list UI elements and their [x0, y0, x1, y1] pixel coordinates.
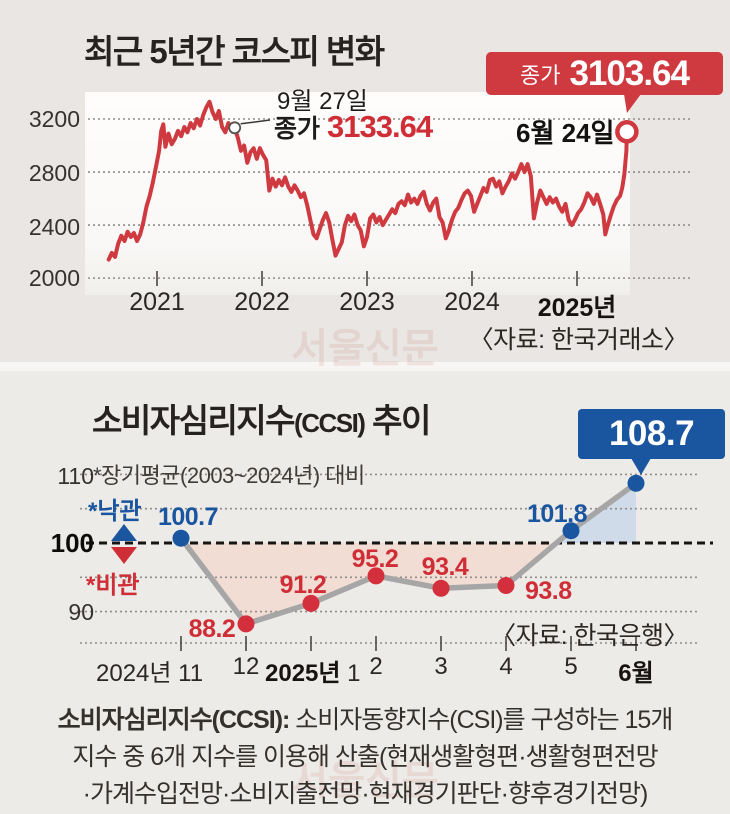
- ccsi-x-label-apr: 4: [499, 653, 513, 680]
- kospi-annotation-date: 9월 27일: [277, 88, 368, 115]
- kospi-annotation-close: 종가 3133.64: [274, 109, 433, 145]
- kospi-x-tick-2021: 2021: [129, 288, 185, 316]
- ccsi-source: 〈자료: 한국은행〉: [491, 622, 688, 650]
- ccsi-x-label-dec: 12: [232, 653, 260, 680]
- kospi-y-tick-2800: 2800: [28, 160, 80, 186]
- kospi-y-tick-2400: 2400: [28, 214, 80, 240]
- ccsi-title-paren: (CCSI): [294, 408, 366, 438]
- legend-optimistic-label: *낙관: [88, 498, 142, 525]
- ccsi-value-label-dec: 88.2: [188, 615, 236, 643]
- ccsi-x-label-jun: 6월: [618, 653, 653, 688]
- ccsi-subtitle: *장기평균(2003~2024년) 대비: [93, 463, 365, 488]
- ccsi-x-label-6wol: 6월: [618, 660, 654, 687]
- kospi-chart-title: 최근 5년간 코스피 변화: [84, 33, 385, 70]
- kospi-source: 〈자료: 한국거래소〉: [468, 326, 689, 354]
- kospi-annotation-connector: [240, 119, 271, 125]
- ccsi-value-label-feb: 95.2: [351, 545, 399, 573]
- ccsi-y-tick-90: 90: [68, 599, 94, 625]
- optimistic-up-triangle-icon: [111, 524, 137, 541]
- ccsi-value-label-mar: 93.4: [421, 553, 469, 581]
- footnote-line-1-rest: 소비자동향지수(CSI)를 구성하는 15개: [289, 706, 673, 734]
- ccsi-x-label-nov: 2024년 11: [96, 653, 203, 688]
- ccsi-x-label-mar: 3: [434, 653, 448, 680]
- footnote-line-1: 소비자심리지수(CCSI): 소비자동향지수(CSI)를 구성하는 15개: [0, 702, 730, 739]
- ccsi-badge-value: 108.7: [608, 414, 695, 453]
- ccsi-badge-tail: [631, 458, 651, 475]
- ccsi-x-label-year-2025: 2025년: [265, 660, 341, 687]
- kospi-annotation-marker: [228, 121, 242, 135]
- ccsi-line: [178, 480, 639, 627]
- ccsi-value-label-jan: 91.2: [279, 571, 327, 599]
- legend-pessimistic-label: *비관: [86, 572, 140, 599]
- ccsi-latest-badge: 108.7: [578, 409, 725, 475]
- kospi-close-badge: 종가 3103.64: [486, 52, 723, 113]
- kospi-annotation-label: 종가: [274, 115, 321, 143]
- section-divider: [0, 362, 730, 371]
- watermark: 서울신문: [291, 759, 439, 803]
- footnote-line-3: ·가계수입전망·소비지출전망·현재경기판단·향후경기전망): [82, 780, 649, 808]
- ccsi-value-label-may: 101.8: [526, 500, 588, 528]
- footnote-term: 소비자심리지수(CCSI):: [57, 706, 291, 734]
- ccsi-dot-2024-11: [172, 529, 190, 547]
- kospi-badge-tail: [624, 94, 641, 113]
- kospi-badge-date: 6월 24일: [516, 118, 615, 148]
- ccsi-x-label-may: 5: [564, 653, 578, 680]
- ccsi-dot-2024-12: [237, 615, 255, 633]
- ccsi-title-main: 소비자심리지수: [92, 402, 296, 439]
- ccsi-dot-2025-03: [432, 579, 450, 597]
- ccsi-title-tail: 추이: [364, 402, 431, 439]
- kospi-y-tick-2000: 2000: [28, 265, 80, 291]
- ccsi-footnote: 소비자심리지수(CCSI): 소비자동향지수(CSI)를 구성하는 15개 지수…: [0, 702, 730, 813]
- kospi-price-line: [106, 99, 629, 262]
- ccsi-x-label-year-2024: 2024년: [96, 660, 179, 687]
- ccsi-below-baseline-fill: [184, 543, 557, 624]
- kospi-x-tick-2022: 2022: [234, 288, 290, 316]
- ccsi-value-label-nov: 100.7: [157, 503, 219, 531]
- pessimistic-down-triangle-icon: [111, 547, 137, 564]
- ccsi-dot-2025-06: [627, 474, 645, 492]
- ccsi-y-tick-110: 110: [57, 463, 94, 489]
- ccsi-dot-2025-04: [497, 577, 515, 594]
- watermark: 서울신문: [291, 327, 439, 371]
- kospi-y-tick-3200: 3200: [28, 106, 80, 132]
- footnote-line-2: 지수 중 6개 지수를 이용해 산출(현재생활형편·생활형편전망: [72, 743, 658, 771]
- ccsi-dot-2025-02: [367, 567, 385, 585]
- kospi-badge-label: 종가: [519, 62, 561, 88]
- ccsi-dot-2025-05: [562, 522, 580, 540]
- ccsi-dot-2025-01: [302, 594, 320, 612]
- ccsi-y-tick-100: 100: [50, 528, 94, 558]
- ccsi-x-label-11: 11: [178, 660, 204, 687]
- kospi-badge-value: 3103.64: [569, 53, 690, 93]
- ccsi-value-label-apr: 93.8: [525, 577, 572, 605]
- kospi-latest-marker: [615, 120, 639, 144]
- ccsi-x-label-feb: 2: [369, 653, 383, 680]
- kospi-x-tick-2023: 2023: [339, 288, 395, 316]
- kospi-x-tick-2025: 2025년: [537, 294, 617, 322]
- kospi-x-tick-2024: 2024: [444, 288, 500, 316]
- ccsi-x-label-jan: 2025년 1: [265, 653, 361, 688]
- ccsi-chart-title: 소비자심리지수(CCSI) 추이: [92, 394, 431, 442]
- ccsi-x-label-1: 1: [340, 660, 361, 687]
- kospi-annotation-value: 3133.64: [327, 109, 433, 144]
